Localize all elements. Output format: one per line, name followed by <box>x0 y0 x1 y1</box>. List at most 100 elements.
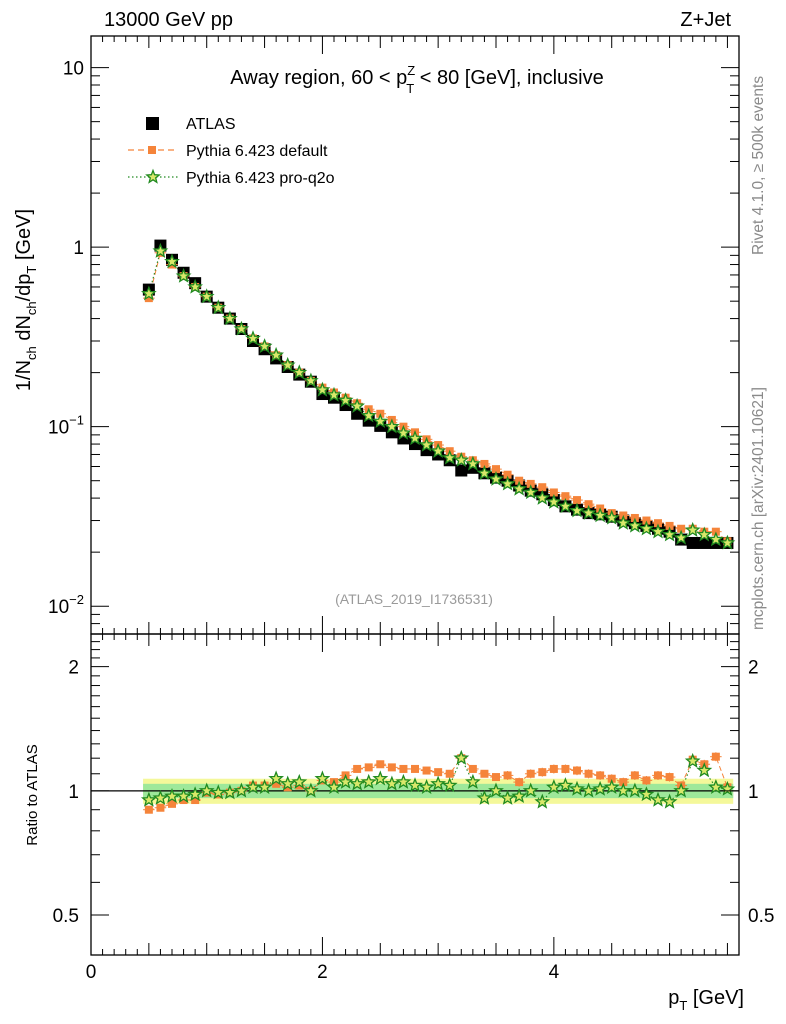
main-data-layer <box>140 239 736 550</box>
proq2o-main-point <box>372 413 389 429</box>
default-ratio-point <box>353 764 362 773</box>
rivet-label: Rivet 4.1.0, ≥ 500k events <box>750 76 767 255</box>
proq2o-main-point <box>661 526 678 542</box>
default-main-point <box>144 294 153 303</box>
proq2o-main-point <box>210 299 227 315</box>
default-ratio-point <box>503 771 512 780</box>
default-ratio-point <box>711 752 720 761</box>
proq2o-ratio-point <box>152 789 169 805</box>
ratio-y-tick-label-left: 2 <box>68 658 79 679</box>
proq2o-main-point <box>627 517 643 533</box>
legend-default-marker <box>148 146 156 154</box>
proq2o-ratio-point <box>592 780 609 796</box>
proq2o-main-line <box>148 250 728 544</box>
proq2o-main-point <box>175 267 192 283</box>
chart-title: Away region, 60 < pZ T < 80 [GeV], inclus… <box>230 63 603 96</box>
main-y-tick-label: 10 <box>63 59 84 80</box>
default-ratio-point <box>630 771 639 780</box>
proq2o-ratio-point <box>302 782 319 798</box>
legend-proq2o-label: Pythia 6.423 pro-q2o <box>186 170 335 187</box>
default-main-line <box>148 251 728 542</box>
proq2o-main-point <box>441 449 458 465</box>
default-main-point <box>561 492 570 501</box>
ratio-panel: 2 2 1 1 0.5 0.5 0 2 4 Ratio to ATLAS pT [GeV] <box>24 633 774 1013</box>
proq2o-ratio-point <box>684 752 701 768</box>
proq2o-ratio-point <box>488 782 504 798</box>
proq2o-ratio-point <box>569 780 585 796</box>
ratio-y-tick-label-right: 1 <box>748 782 759 803</box>
proq2o-ratio-point <box>337 773 354 789</box>
proq2o-ratio-point <box>661 793 678 809</box>
default-ratio-point <box>144 805 153 814</box>
default-ratio-point <box>156 803 165 812</box>
default-ratio-point <box>549 764 558 773</box>
default-main-point <box>654 519 662 528</box>
x-tick-label: 4 <box>549 962 560 983</box>
proq2o-ratio-point <box>626 782 643 798</box>
proq2o-main-point <box>488 470 504 486</box>
ratio-y-tick-label-right: 0.5 <box>748 906 774 927</box>
header-right: Z+Jet <box>680 9 731 31</box>
default-ratio-point <box>515 778 524 787</box>
default-ratio-point <box>191 796 200 805</box>
proq2o-ratio-point <box>349 775 366 791</box>
x-tick-label: 0 <box>86 962 97 983</box>
default-main-point <box>549 488 558 497</box>
default-main-point <box>665 521 674 530</box>
ratio-y-tick-label-left: 0.5 <box>53 906 79 927</box>
default-ratio-point <box>654 771 662 780</box>
proq2o-ratio-point <box>430 775 447 791</box>
proq2o-main-point <box>707 531 724 547</box>
default-main-point <box>480 459 489 468</box>
x-axis-title: pT [GeV] <box>668 987 744 1013</box>
proq2o-ratio-point <box>279 775 296 791</box>
proq2o-ratio-point <box>465 773 481 789</box>
proq2o-ratio-point <box>221 784 238 800</box>
main-axis-ticks <box>90 36 740 635</box>
proq2o-main-point <box>430 442 446 458</box>
default-ratio-point <box>364 763 373 772</box>
proq2o-ratio-point <box>476 789 493 805</box>
proq2o-ratio-point <box>580 782 597 798</box>
proq2o-main-point <box>719 534 736 550</box>
default-ratio-point <box>642 776 651 785</box>
proq2o-ratio-point <box>696 762 713 778</box>
proq2o-ratio-point <box>268 770 285 786</box>
default-ratio-point <box>619 778 628 787</box>
proq2o-main-point <box>360 407 377 423</box>
proq2o-main-point <box>164 253 180 269</box>
ratio-data-layer <box>140 749 736 814</box>
proq2o-main-point <box>152 242 169 258</box>
default-ratio-point <box>179 796 188 805</box>
default-ratio-point <box>665 773 674 782</box>
proq2o-main-point <box>684 521 701 537</box>
proq2o-main-point <box>198 288 215 304</box>
ratio-y-axis-title: Ratio to ATLAS <box>24 744 41 845</box>
proq2o-main-point <box>557 497 574 514</box>
proq2o-main-point <box>638 520 655 536</box>
proq2o-main-point <box>245 330 261 346</box>
proq2o-main-point <box>407 430 423 446</box>
proq2o-ratio-point <box>140 791 157 807</box>
atlas-point <box>698 536 711 549</box>
proq2o-main-point <box>534 489 551 505</box>
main-y-tick-label: 10−2 <box>48 592 84 618</box>
mcplots-label: mcplots.cern.ch [arXiv:2401.10621] <box>750 387 767 630</box>
legend-star-shape <box>145 168 161 184</box>
ratio-y-tick-label-right: 2 <box>748 658 759 679</box>
proq2o-main-point <box>221 310 238 326</box>
atlas-point <box>455 464 468 477</box>
proq2o-main-point <box>268 346 285 362</box>
ratio-x-tick-labels: 0 2 4 <box>86 962 560 983</box>
default-ratio-point <box>422 766 431 775</box>
default-main-point <box>515 476 524 485</box>
proq2o-main-point <box>302 372 319 388</box>
proq2o-ratio-point <box>546 779 562 795</box>
atlas-point <box>686 536 699 549</box>
default-ratio-point <box>434 768 443 777</box>
proq2o-ratio-point <box>360 773 377 789</box>
proq2o-main-point <box>464 455 481 471</box>
proq2o-ratio-point <box>291 773 308 789</box>
proq2o-ratio-point <box>708 779 724 795</box>
default-ratio-point <box>607 774 616 783</box>
